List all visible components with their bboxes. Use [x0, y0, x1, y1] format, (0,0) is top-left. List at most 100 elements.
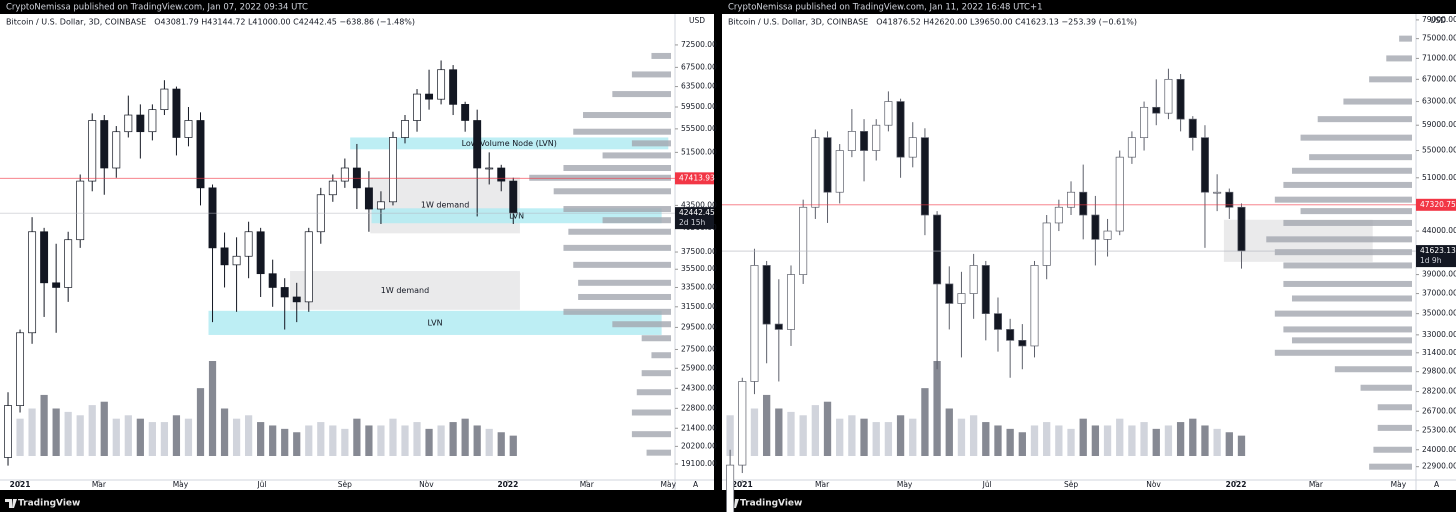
candle-body	[449, 69, 458, 105]
x-tick-label: Mar	[815, 480, 830, 489]
candle-body	[1176, 78, 1185, 120]
ohlc-quote: O43081.79 H43144.72 L41000.00 C42442.45 …	[154, 18, 415, 27]
volume-bar	[933, 361, 941, 456]
volume-bar	[1152, 428, 1160, 456]
volume-profile-bar	[641, 370, 671, 377]
volume-bar	[1067, 428, 1075, 456]
candle-body	[172, 88, 181, 138]
y-tick-label: 26700.00	[1422, 406, 1456, 415]
volume-bar	[811, 405, 819, 456]
candle-body	[1140, 106, 1149, 139]
volume-bar	[1140, 422, 1148, 456]
candle-body	[1164, 78, 1173, 114]
volume-profile-bar	[651, 352, 671, 359]
volume-bar	[64, 411, 72, 456]
volume-bar	[1164, 425, 1173, 456]
volume-bar	[413, 422, 421, 456]
candle-body	[268, 273, 277, 288]
volume-bar	[160, 422, 169, 456]
volume-profile-bar	[563, 206, 671, 213]
volume-bar	[172, 415, 181, 456]
candle-body	[208, 187, 217, 249]
candle-body	[726, 464, 735, 512]
candle-body	[1188, 118, 1197, 139]
candle-body	[509, 180, 518, 214]
volume-bar	[994, 425, 1002, 456]
candle-body	[1225, 191, 1234, 208]
candle-body	[920, 137, 929, 216]
volume-bar	[726, 415, 734, 456]
volume-bar	[509, 435, 517, 456]
y-tick-label: 63000.00	[1422, 97, 1456, 106]
candle-body	[981, 265, 990, 314]
volume-bar	[1189, 418, 1197, 456]
volume-profile-bar	[631, 431, 671, 438]
volume-profile-bar	[1334, 366, 1412, 373]
candle-body	[1030, 265, 1039, 347]
volume-bar	[945, 408, 953, 456]
x-tick-label: Sep	[1064, 480, 1078, 489]
candle-body	[884, 101, 893, 126]
zone-box	[350, 137, 669, 150]
y-tick-label: 67500.00	[681, 62, 717, 71]
volume-profile-bar	[573, 128, 671, 135]
volume-profile-bar	[1274, 349, 1412, 356]
candle-body	[413, 93, 421, 121]
volume-bar	[1237, 435, 1246, 456]
candle-body	[847, 131, 856, 151]
volume-bar	[281, 428, 289, 456]
x-tick-label: Mar	[92, 480, 107, 489]
candle-body	[933, 214, 942, 285]
volume-profile-bar	[1291, 337, 1412, 344]
volume-bar	[401, 425, 409, 456]
y-tick-label: 21400.00	[681, 423, 717, 432]
volume-bar	[762, 394, 771, 456]
volume-bar	[449, 422, 457, 456]
y-tick-label: 59500.00	[681, 102, 717, 111]
volume-bar	[353, 418, 361, 456]
autoscale-button[interactable]: A	[1434, 480, 1440, 489]
volume-bar	[245, 415, 253, 456]
logo-icon	[5, 499, 17, 508]
volume-profile-bar	[1369, 463, 1412, 470]
volume-profile-bar	[1386, 55, 1412, 62]
autoscale-button[interactable]: A	[693, 480, 699, 489]
x-tick-label: Jul	[256, 480, 266, 489]
volume-bar	[969, 415, 978, 456]
x-tick-label: 2021	[732, 480, 753, 489]
volume-bar	[884, 422, 893, 456]
candle-body	[461, 104, 470, 121]
zone-label: 1W demand	[421, 201, 469, 210]
candle-body	[860, 131, 869, 151]
volume-bar	[317, 422, 325, 456]
level-label-bg	[1416, 198, 1456, 211]
candle-body	[256, 231, 265, 275]
bar-countdown: 1d 9h	[1420, 256, 1442, 265]
volume-bar	[377, 425, 385, 456]
volume-profile-bar	[578, 293, 671, 300]
y-tick-label: 79000.00	[1422, 15, 1456, 24]
y-tick-label: 33000.00	[1422, 330, 1456, 339]
candle-body	[376, 201, 385, 210]
volume-bar	[787, 411, 795, 456]
candle-body	[1200, 137, 1209, 193]
volume-profile-bar	[612, 321, 671, 328]
y-tick-label: 29800.00	[1422, 367, 1456, 376]
last-price-bg	[675, 207, 714, 230]
volume-bar	[485, 428, 493, 456]
axis-unit: USD	[1430, 16, 1446, 25]
x-tick-label: 2021	[10, 480, 31, 489]
candle-body	[1006, 329, 1015, 341]
y-tick-label: 59000.00	[1422, 120, 1456, 129]
candle-body	[1042, 222, 1051, 266]
volume-profile-bar	[573, 261, 671, 268]
volume-bar	[136, 418, 144, 456]
candle-body	[872, 124, 881, 151]
volume-profile-bar	[1300, 208, 1412, 215]
volume-profile-bar	[1291, 295, 1412, 302]
candle-body	[762, 265, 771, 325]
volume-bar	[196, 388, 205, 456]
y-tick-label: 35500.00	[681, 264, 717, 273]
candle-body	[485, 167, 494, 170]
